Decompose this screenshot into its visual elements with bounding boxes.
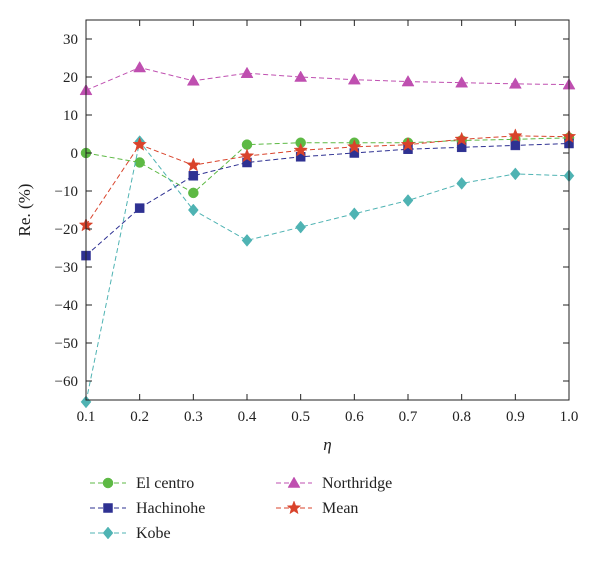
ticks-layer: 30 20 10 0 −10 −20 −30 −40 −50 −60 0.1 0.2 0.3 0.4 0.5… [55, 20, 579, 425]
legend-item-mean: Mean [276, 500, 358, 517]
series-layer [78, 60, 577, 409]
x-tick-label: 0.4 [238, 409, 257, 425]
x-tick-label: 0.5 [291, 409, 310, 425]
legend-marker [102, 526, 114, 540]
y-tick-label: 30 [63, 32, 78, 48]
series-el-centro [80, 132, 575, 199]
series-line-mean [85, 135, 570, 226]
data-point-mean [347, 139, 362, 154]
series-mean [78, 128, 577, 232]
series-line-kobe [85, 140, 570, 403]
data-point-hachinohe [134, 203, 145, 213]
data-point-mean [454, 131, 469, 146]
series-northridge [79, 60, 576, 96]
legend-label: Kobe [136, 525, 171, 542]
data-point-mean [186, 157, 201, 172]
series-line-northridge [85, 66, 570, 91]
y-tick-label: −10 [55, 184, 78, 200]
data-point-mean [508, 128, 523, 143]
legend-label: Northridge [322, 475, 392, 492]
data-point-hachinohe [456, 142, 467, 153]
legend-marker [286, 500, 302, 515]
data-point-el-centro [188, 187, 199, 199]
y-tick-label: 10 [63, 108, 78, 124]
x-tick-label: 0.3 [184, 409, 203, 425]
data-point-northridge [294, 70, 308, 82]
legend-label: El centro [136, 475, 194, 492]
data-point-kobe [402, 194, 414, 207]
legend-marker [287, 476, 301, 488]
data-point-kobe [188, 203, 199, 217]
x-tick-label: 0.1 [77, 409, 96, 425]
data-point-northridge [133, 60, 147, 73]
legend-item-el-centro: El centro [90, 475, 194, 492]
data-point-mean [132, 136, 147, 151]
data-point-el-centro [241, 139, 253, 150]
x-tick-label: 0.9 [506, 409, 525, 425]
series-line-hachinohe [85, 143, 570, 256]
data-point-northridge [347, 73, 361, 85]
y-tick-label: −30 [55, 260, 78, 276]
data-point-kobe [241, 234, 253, 247]
x-tick-label: 1.0 [560, 409, 579, 425]
data-point-mean [239, 148, 255, 163]
legend-marker [103, 503, 113, 513]
y-tick-label: −20 [55, 222, 78, 238]
series-line-el-centro [85, 137, 570, 194]
plot-frame [85, 19, 570, 401]
series-kobe [80, 135, 575, 409]
data-point-mean [400, 136, 416, 151]
data-point-northridge [455, 76, 469, 88]
data-point-el-centro [134, 157, 145, 168]
legend-item-northridge: Northridge [276, 475, 392, 492]
legend-item-kobe: Kobe [90, 525, 171, 542]
data-point-kobe [456, 177, 467, 190]
x-tick-label: 0.7 [399, 409, 418, 425]
legend-marker [102, 477, 114, 489]
data-point-kobe [349, 207, 360, 221]
y-tick-label: 20 [63, 70, 78, 86]
series-hachinohe [81, 138, 574, 261]
data-point-kobe [295, 220, 306, 234]
data-point-hachinohe [510, 140, 521, 151]
x-axis-title: η [323, 435, 331, 454]
x-tick-label: 0.2 [130, 409, 149, 425]
data-point-mean [293, 142, 308, 157]
data-point-northridge [240, 66, 254, 78]
data-point-northridge [508, 77, 522, 89]
legend-label: Mean [322, 500, 358, 517]
y-tick-label: −60 [55, 374, 78, 390]
y-tick-label: −50 [55, 336, 78, 352]
x-tick-label: 0.8 [452, 409, 471, 425]
data-point-kobe [510, 167, 521, 181]
y-tick-label: 0 [71, 146, 79, 162]
legend-item-hachinohe: Hachinohe [90, 500, 205, 517]
data-point-northridge [401, 75, 415, 87]
legend: El centro Hachinohe Kobe Northridge Mean [90, 475, 392, 542]
legend-label: Hachinohe [136, 500, 205, 517]
data-point-hachinohe [188, 171, 199, 181]
y-tick-label: −40 [55, 298, 78, 314]
data-point-northridge [186, 74, 200, 86]
y-axis-title: Re. (%) [15, 184, 34, 237]
x-tick-label: 0.6 [345, 409, 364, 425]
